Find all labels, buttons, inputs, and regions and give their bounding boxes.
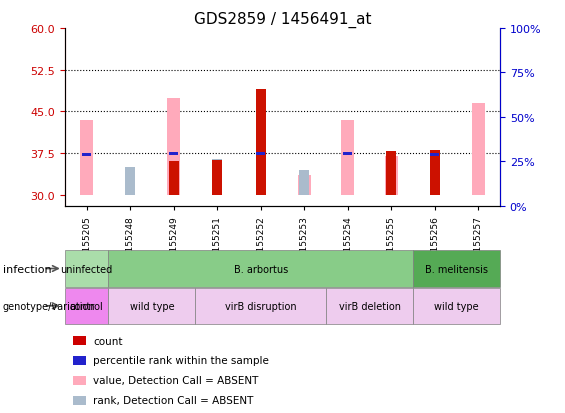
Bar [167,98,180,195]
Text: value, Detection Call = ABSENT: value, Detection Call = ABSENT [93,375,259,385]
Text: infection: infection [3,264,51,274]
Bar [341,121,354,195]
Bar [430,151,440,195]
Bar [82,154,91,157]
Bar [125,168,135,195]
Bar [385,157,398,195]
Bar [257,152,265,155]
Bar [169,162,179,195]
Text: wild type: wild type [434,301,479,311]
Text: genotype/variation: genotype/variation [3,301,95,311]
Text: virB disruption: virB disruption [225,301,297,311]
Text: percentile rank within the sample: percentile rank within the sample [93,356,269,366]
Title: GDS2859 / 1456491_at: GDS2859 / 1456491_at [194,12,371,28]
Bar [472,104,485,195]
Text: B. melitensis: B. melitensis [425,264,488,274]
Bar [299,171,309,195]
Bar [80,121,93,195]
Bar [212,161,222,195]
Text: B. arbortus: B. arbortus [233,264,288,274]
Bar [170,152,178,155]
Bar [431,153,439,157]
Bar [344,152,352,155]
Bar [386,152,396,195]
Text: control: control [70,301,103,311]
Bar [386,171,396,195]
Bar [212,159,222,195]
Text: uninfected: uninfected [60,264,113,274]
Text: wild type: wild type [130,301,174,311]
Text: rank, Detection Call = ABSENT: rank, Detection Call = ABSENT [93,395,254,405]
Bar [298,176,311,195]
Bar [256,90,266,195]
Text: count: count [93,336,123,346]
Text: virB deletion: virB deletion [338,301,401,311]
